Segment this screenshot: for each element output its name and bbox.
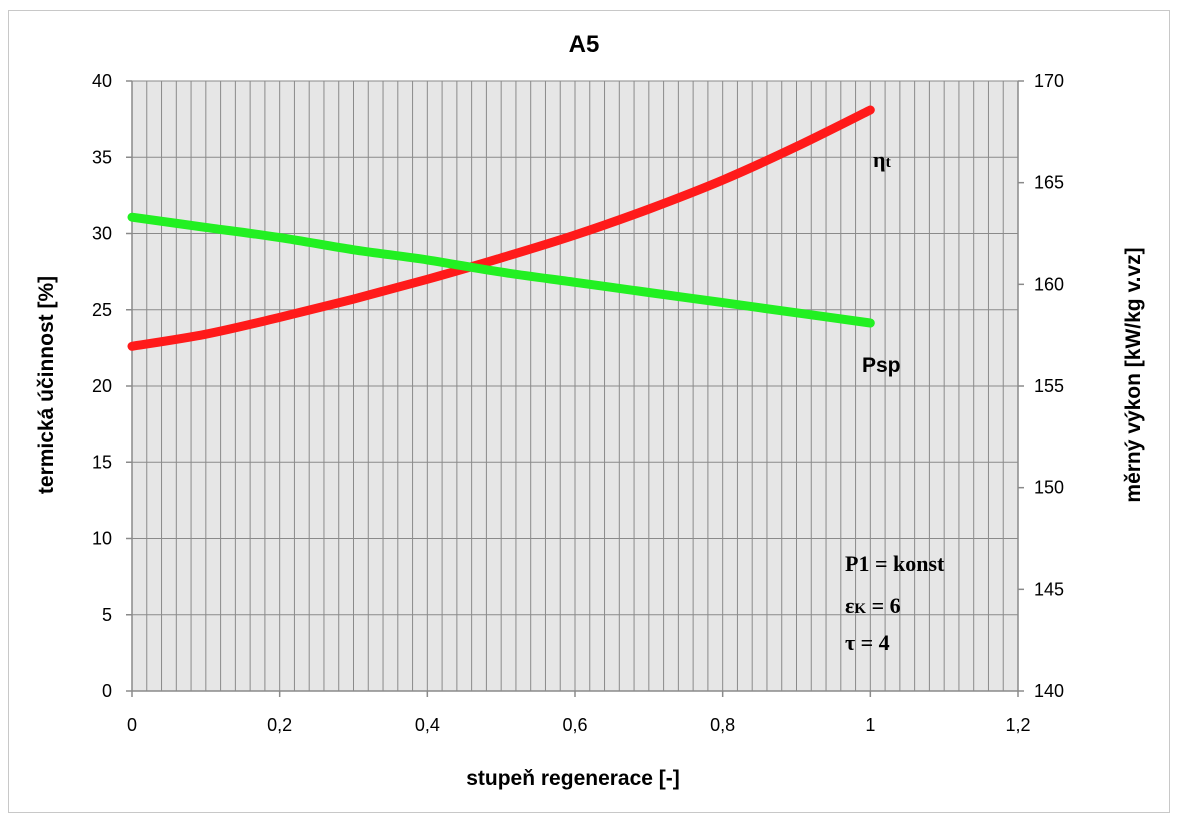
y2-tick-label: 160: [1034, 274, 1064, 294]
x-axis-title: stupeň regenerace [-]: [466, 767, 680, 790]
x-tick-label: 0,2: [267, 715, 292, 735]
y2-axis-title: měrný výkon [kW/kg v.vz]: [1122, 247, 1145, 502]
y2-tick-label: 140: [1034, 681, 1064, 701]
x-tick-label: 0,4: [415, 715, 440, 735]
chart-title: A5: [569, 31, 600, 58]
epsilon-main: ε: [845, 593, 854, 618]
annotation-p1: P1 = konst: [845, 551, 945, 576]
x-tick-label: 1: [865, 715, 875, 735]
eta-label-main: η: [873, 147, 886, 172]
epsilon-value: = 6: [866, 593, 901, 618]
y-tick-label: 0: [102, 681, 112, 701]
epsilon-sub: K: [854, 601, 866, 617]
y2-tick-label: 155: [1034, 376, 1064, 396]
psp-series-label: Psp: [862, 354, 901, 377]
y-tick-label: 40: [92, 71, 112, 91]
y2-tick-label: 150: [1034, 478, 1064, 498]
eta-label-sub: t: [886, 154, 892, 171]
y-tick-label: 20: [92, 376, 112, 396]
gridlines: [132, 80, 1018, 691]
series-line-eta: [127, 105, 875, 351]
axes: [126, 80, 1024, 697]
x-tick-label: 1,2: [1005, 715, 1030, 735]
annotation-epsilon: εK = 6: [845, 593, 901, 618]
series-group: [127, 105, 875, 351]
annotation-tau: τ = 4: [845, 630, 890, 655]
x-tick-label: 0,8: [710, 715, 735, 735]
y-tick-label: 35: [92, 147, 112, 167]
y2-tick-label: 145: [1034, 579, 1064, 599]
y-tick-label: 25: [92, 300, 112, 320]
eta-series-label: ηt: [873, 147, 892, 172]
y2-tick-label: 170: [1034, 71, 1064, 91]
x-tick-label: 0,6: [562, 715, 587, 735]
y-tick-label: 15: [92, 452, 112, 472]
chart-frame: [8, 10, 1170, 813]
y2-tick-label: 165: [1034, 173, 1064, 193]
y-tick-label: 10: [92, 529, 112, 549]
x-tick-label: 0: [127, 715, 137, 735]
y-axis-title: termická účinnost [%]: [35, 276, 58, 494]
tick-labels: 0 0,2 0,4 0,6 0,8 1 1,2 0 5 10 15 20 25 30 35 40 140 145 1…: [92, 71, 1064, 735]
y-tick-label: 5: [102, 605, 112, 625]
series-line-psp: [127, 212, 875, 328]
y-tick-label: 30: [92, 224, 112, 244]
